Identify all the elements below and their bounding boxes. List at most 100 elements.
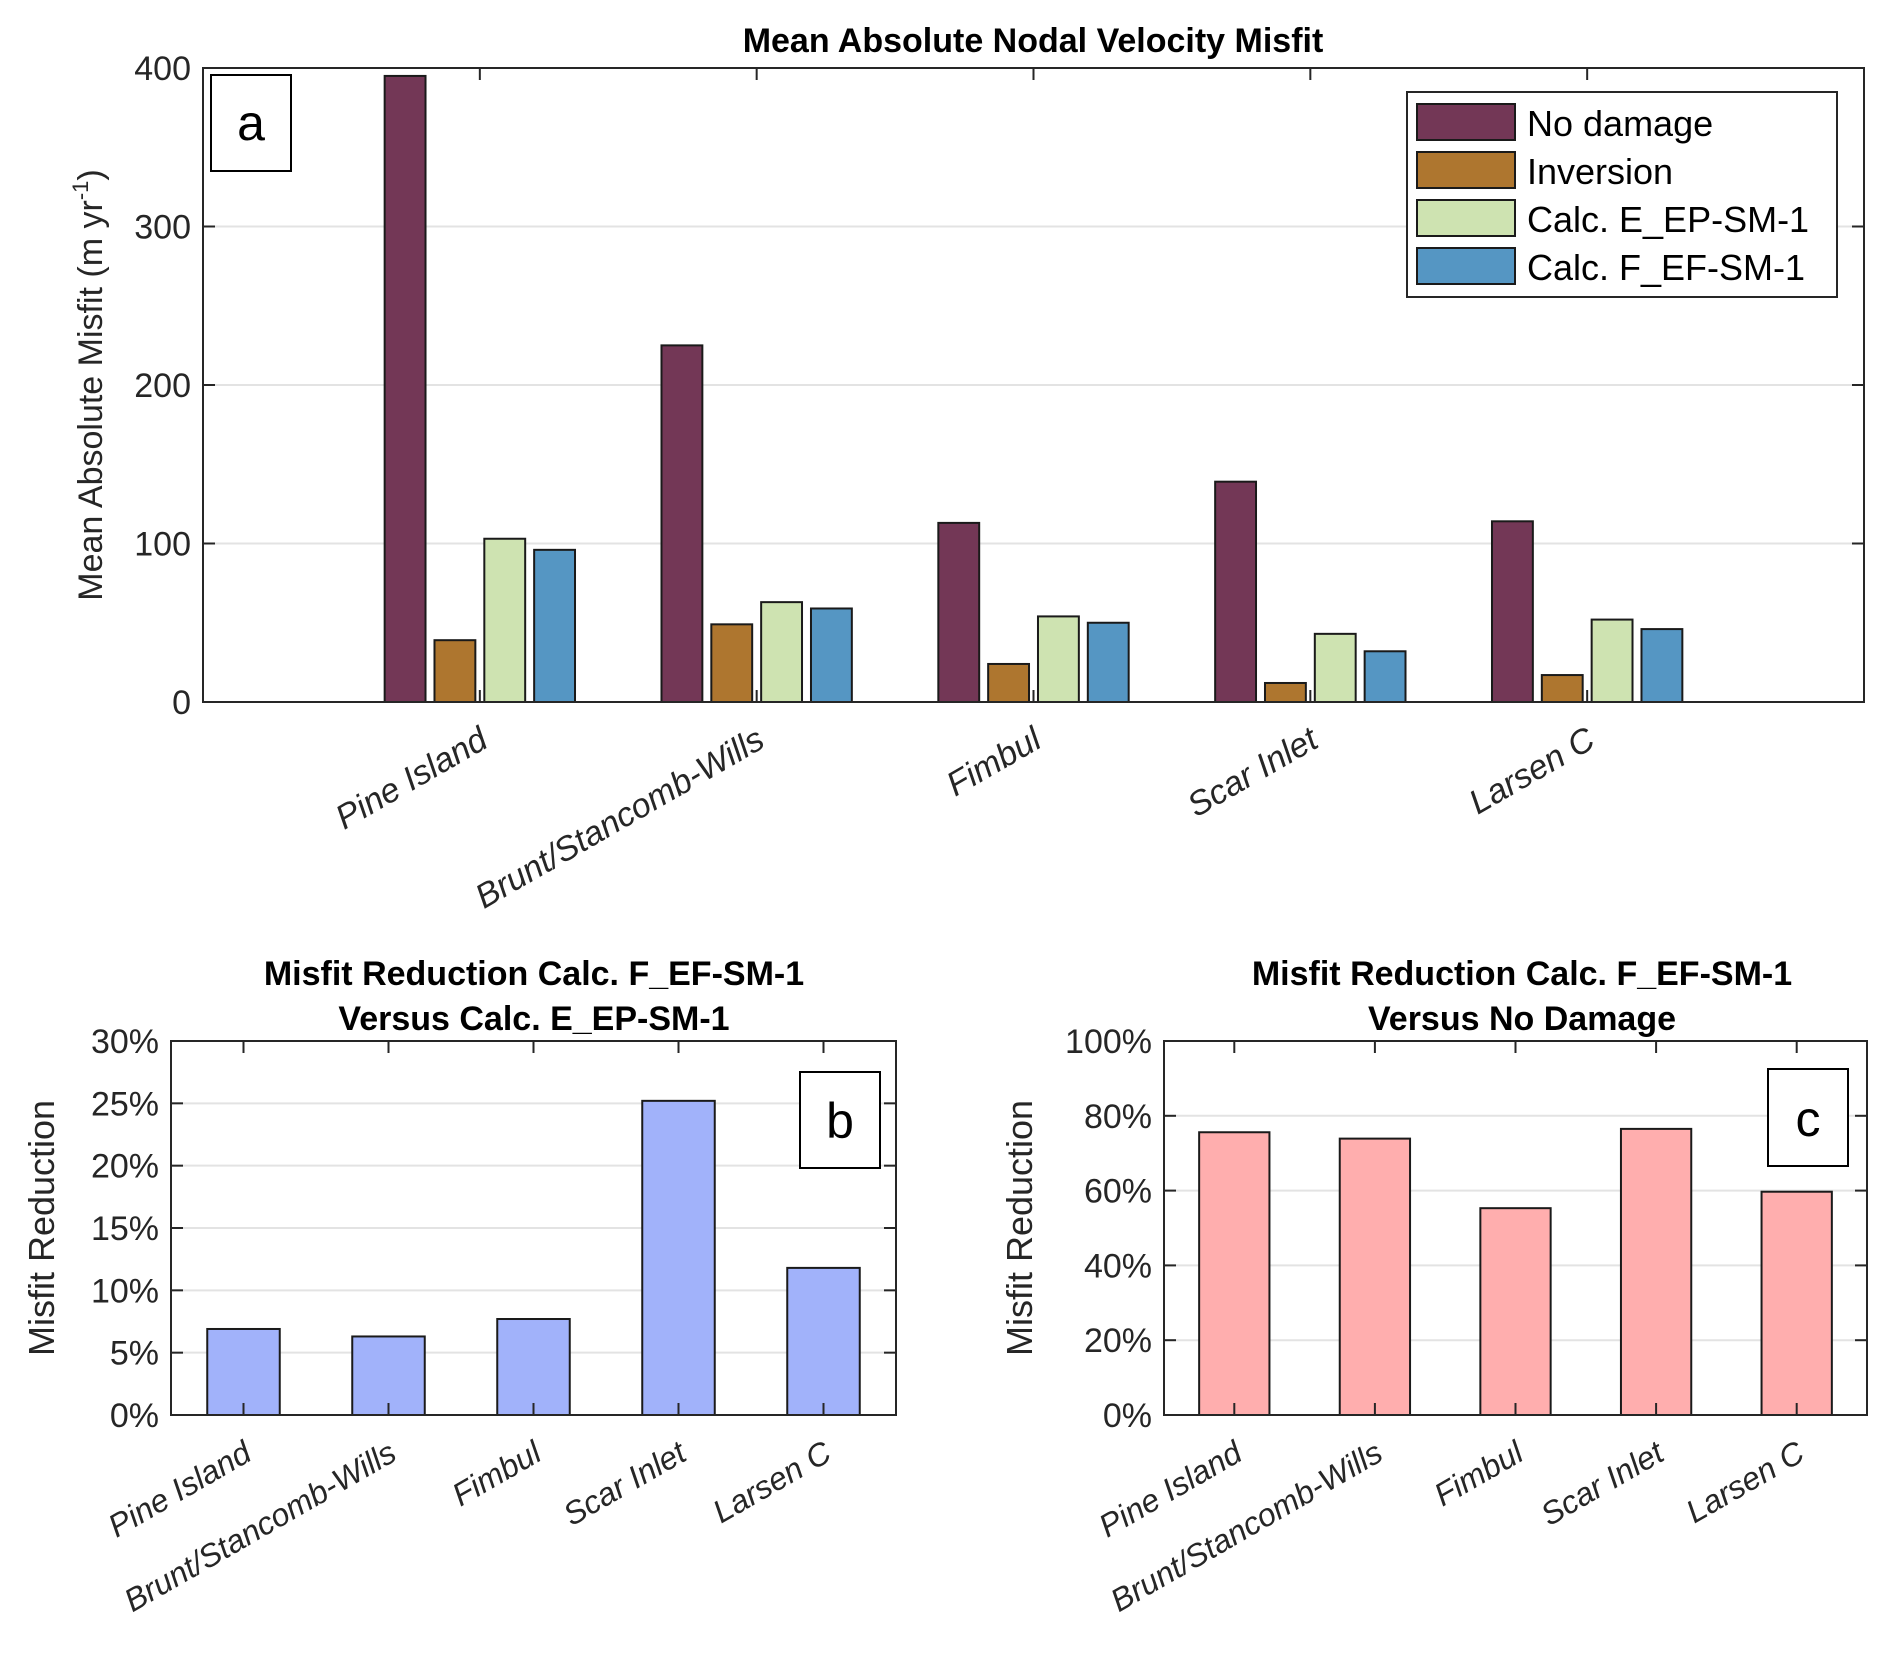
bar-no-damage-fimbul bbox=[937, 521, 981, 704]
panel-c-misfit-reduction-vs-no-damage: Misfit Reduction Calc. F_EF-SM-1 Versus … bbox=[999, 955, 1868, 1619]
legend-item-calc-e-ep-sm-1: Calc. E_EP-SM-1 bbox=[1416, 199, 1809, 240]
legend-label: Inversion bbox=[1527, 151, 1673, 192]
legend-item-no-damage: No damage bbox=[1416, 103, 1713, 144]
panel-a-bars bbox=[383, 74, 1684, 704]
x-tick-label-larsen-c: Larsen C bbox=[1680, 1433, 1811, 1530]
bar-inversion-scar-inlet bbox=[1263, 681, 1307, 703]
x-tick-label-brunt-stancomb-wills: Brunt/Stancomb-Wills bbox=[118, 1434, 402, 1619]
y-tick-label: 400 bbox=[134, 50, 191, 88]
x-tick-label-brunt-stancomb-wills: Brunt/Stancomb-Wills bbox=[469, 720, 771, 916]
x-tick-label-larsen-c: Larsen C bbox=[707, 1433, 838, 1530]
x-tick-label-brunt-stancomb-wills: Brunt/Stancomb-Wills bbox=[1104, 1434, 1388, 1619]
y-tick-label: 0% bbox=[1103, 1397, 1152, 1435]
legend-swatch bbox=[1416, 103, 1516, 141]
bar-scar-inlet bbox=[1619, 1127, 1693, 1416]
panel-a-title: Mean Absolute Nodal Velocity Misfit bbox=[743, 22, 1324, 60]
panel-a-tag: a bbox=[210, 74, 292, 172]
bar-inversion-larsen-c bbox=[1540, 674, 1584, 703]
bar-calc-e-ep-sm-1-brunt-stancomb-wills bbox=[760, 601, 804, 704]
y-tick-label: 20% bbox=[91, 1148, 159, 1186]
y-tick-label: 10% bbox=[91, 1272, 159, 1310]
legend-label: No damage bbox=[1527, 103, 1713, 144]
bar-fimbul bbox=[496, 1318, 571, 1417]
bar-calc-e-ep-sm-1-pine-island bbox=[483, 537, 527, 703]
panel-c-tag: c bbox=[1767, 1068, 1849, 1167]
bar-inversion-brunt-stancomb-wills bbox=[710, 623, 754, 704]
x-tick-label-fimbul: Fimbul bbox=[1428, 1433, 1530, 1513]
panel-a-axes bbox=[202, 67, 1865, 703]
panel-c-y-tick-labels: 0% 20% 40% 60% 80% 100% bbox=[1065, 1023, 1152, 1435]
y-tick-label: 5% bbox=[110, 1335, 159, 1373]
bar-no-damage-larsen-c bbox=[1490, 520, 1534, 703]
bar-larsen-c bbox=[786, 1266, 861, 1416]
legend-label: Calc. F_EF-SM-1 bbox=[1527, 247, 1805, 288]
panel-c-axes bbox=[1163, 1040, 1868, 1416]
bar-no-damage-pine-island bbox=[383, 74, 427, 704]
bar-calc-f-ef-sm-1-scar-inlet bbox=[1363, 650, 1407, 704]
bar-pine-island bbox=[1198, 1131, 1271, 1416]
panel-c-subtitle: Versus No Damage bbox=[1368, 1000, 1676, 1038]
bar-larsen-c bbox=[1760, 1190, 1833, 1417]
panel-b-axes bbox=[170, 1040, 897, 1416]
panel-a-legend: No damage Inversion Calc. E_EP-SM-1 Calc. F… bbox=[1406, 91, 1838, 298]
bar-calc-e-ep-sm-1-larsen-c bbox=[1590, 618, 1634, 704]
legend-label: Calc. E_EP-SM-1 bbox=[1527, 199, 1809, 240]
panel-b-y-tick-labels: 0% 5% 10% 15% 20% 25% 30% bbox=[91, 1023, 159, 1435]
x-tick-label-fimbul: Fimbul bbox=[940, 719, 1049, 804]
x-tick-label-pine-island: Pine Island bbox=[329, 719, 495, 837]
bar-no-damage-scar-inlet bbox=[1214, 480, 1258, 703]
bar-inversion-pine-island bbox=[433, 639, 477, 703]
panel-b-tag: b bbox=[799, 1071, 881, 1169]
y-tick-label: 100% bbox=[1065, 1023, 1152, 1061]
y-tick-label: 300 bbox=[134, 209, 191, 247]
y-tick-label: 0% bbox=[110, 1397, 159, 1435]
panel-c-tag-label: c bbox=[1796, 1091, 1821, 1147]
panel-a-mean-absolute-misfit: Mean Absolute Nodal Velocity Misfit 0 100… bbox=[68, 22, 1865, 916]
bar-calc-f-ef-sm-1-larsen-c bbox=[1640, 628, 1684, 704]
bar-brunt-stancomb-wills bbox=[351, 1335, 426, 1416]
x-tick-label-larsen-c: Larsen C bbox=[1463, 720, 1602, 822]
legend-swatch bbox=[1416, 247, 1516, 285]
y-tick-label: 25% bbox=[91, 1085, 159, 1123]
bar-no-damage-brunt-stancomb-wills bbox=[660, 344, 704, 703]
legend-item-inversion: Inversion bbox=[1416, 151, 1673, 192]
bar-fimbul bbox=[1479, 1207, 1552, 1416]
panel-a-y-axis-label: Mean Absolute Misfit (m yr-1) bbox=[68, 169, 110, 600]
y-tick-label: 40% bbox=[1084, 1247, 1152, 1285]
panel-b-tag-label: b bbox=[826, 1093, 854, 1149]
y-tick-label: 30% bbox=[91, 1023, 159, 1061]
panel-b-subtitle: Versus Calc. E_EP-SM-1 bbox=[338, 1000, 729, 1038]
legend-item-calc-f-ef-sm-1: Calc. F_EF-SM-1 bbox=[1416, 247, 1805, 288]
panel-b-y-axis-label: Misfit Reduction bbox=[21, 1100, 62, 1356]
panel-b-misfit-reduction-vs-calc-e: Misfit Reduction Calc. F_EF-SM-1 Versus … bbox=[21, 955, 897, 1619]
panel-a-y-axis-label-close: ) bbox=[72, 169, 110, 180]
legend-swatch bbox=[1416, 199, 1516, 237]
panel-c-y-axis-label: Misfit Reduction bbox=[999, 1100, 1040, 1356]
x-tick-label-scar-inlet: Scar Inlet bbox=[1535, 1433, 1671, 1532]
y-tick-label: 0 bbox=[172, 684, 191, 722]
legend-swatch bbox=[1416, 151, 1516, 189]
bar-calc-e-ep-sm-1-fimbul bbox=[1036, 615, 1080, 703]
panel-b-title: Misfit Reduction Calc. F_EF-SM-1 bbox=[264, 955, 804, 993]
x-tick-label-scar-inlet: Scar Inlet bbox=[1181, 719, 1326, 824]
panel-a-y-tick-labels: 0 100 200 300 400 bbox=[134, 50, 191, 722]
x-tick-label-fimbul: Fimbul bbox=[446, 1433, 548, 1513]
bar-calc-f-ef-sm-1-pine-island bbox=[533, 548, 577, 704]
y-tick-label: 60% bbox=[1084, 1173, 1152, 1211]
bar-scar-inlet bbox=[641, 1099, 716, 1416]
y-tick-label: 100 bbox=[134, 526, 191, 564]
panel-c-bars bbox=[1198, 1127, 1833, 1417]
panel-a-y-axis-label-sup: -1 bbox=[68, 181, 93, 201]
panel-b-bars bbox=[206, 1099, 861, 1417]
bar-brunt-stancomb-wills bbox=[1338, 1137, 1412, 1416]
bar-calc-e-ep-sm-1-scar-inlet bbox=[1313, 632, 1357, 703]
y-tick-label: 15% bbox=[91, 1210, 159, 1248]
panel-a-tag-label: a bbox=[237, 95, 265, 151]
x-tick-label-scar-inlet: Scar Inlet bbox=[557, 1433, 693, 1532]
y-tick-label: 80% bbox=[1084, 1098, 1152, 1136]
y-tick-label: 200 bbox=[134, 367, 191, 405]
